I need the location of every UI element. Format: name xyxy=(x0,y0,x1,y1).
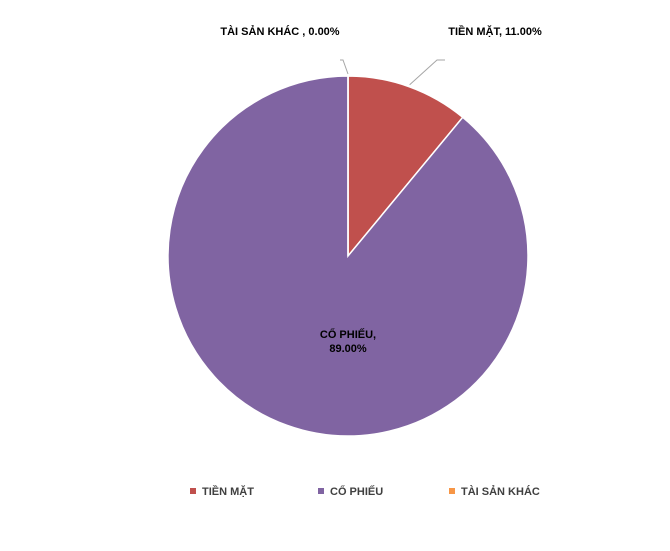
legend-label: TÀI SẢN KHÁC xyxy=(461,486,540,498)
leader-line xyxy=(340,59,349,75)
legend-entry: CỔ PHIẾU xyxy=(318,486,383,498)
leader-line xyxy=(409,59,445,86)
data-label: CỔ PHIẾU, 89.00% xyxy=(319,329,377,355)
legend-entry: TIỀN MẶT xyxy=(190,486,254,498)
data-label: TÀI SẢN KHÁC , 0.00% xyxy=(220,26,340,38)
legend-swatch xyxy=(190,488,196,494)
legend-label: CỔ PHIẾU xyxy=(330,486,384,498)
legend-swatch xyxy=(318,488,324,494)
data-label: TIỀN MẶT, 11.00% xyxy=(448,26,542,38)
legend-label: TIỀN MẶT xyxy=(202,486,254,498)
legend-entry: TÀI SẢN KHÁC xyxy=(449,486,540,498)
pie-slice xyxy=(347,75,464,259)
legend-swatch xyxy=(449,488,455,494)
